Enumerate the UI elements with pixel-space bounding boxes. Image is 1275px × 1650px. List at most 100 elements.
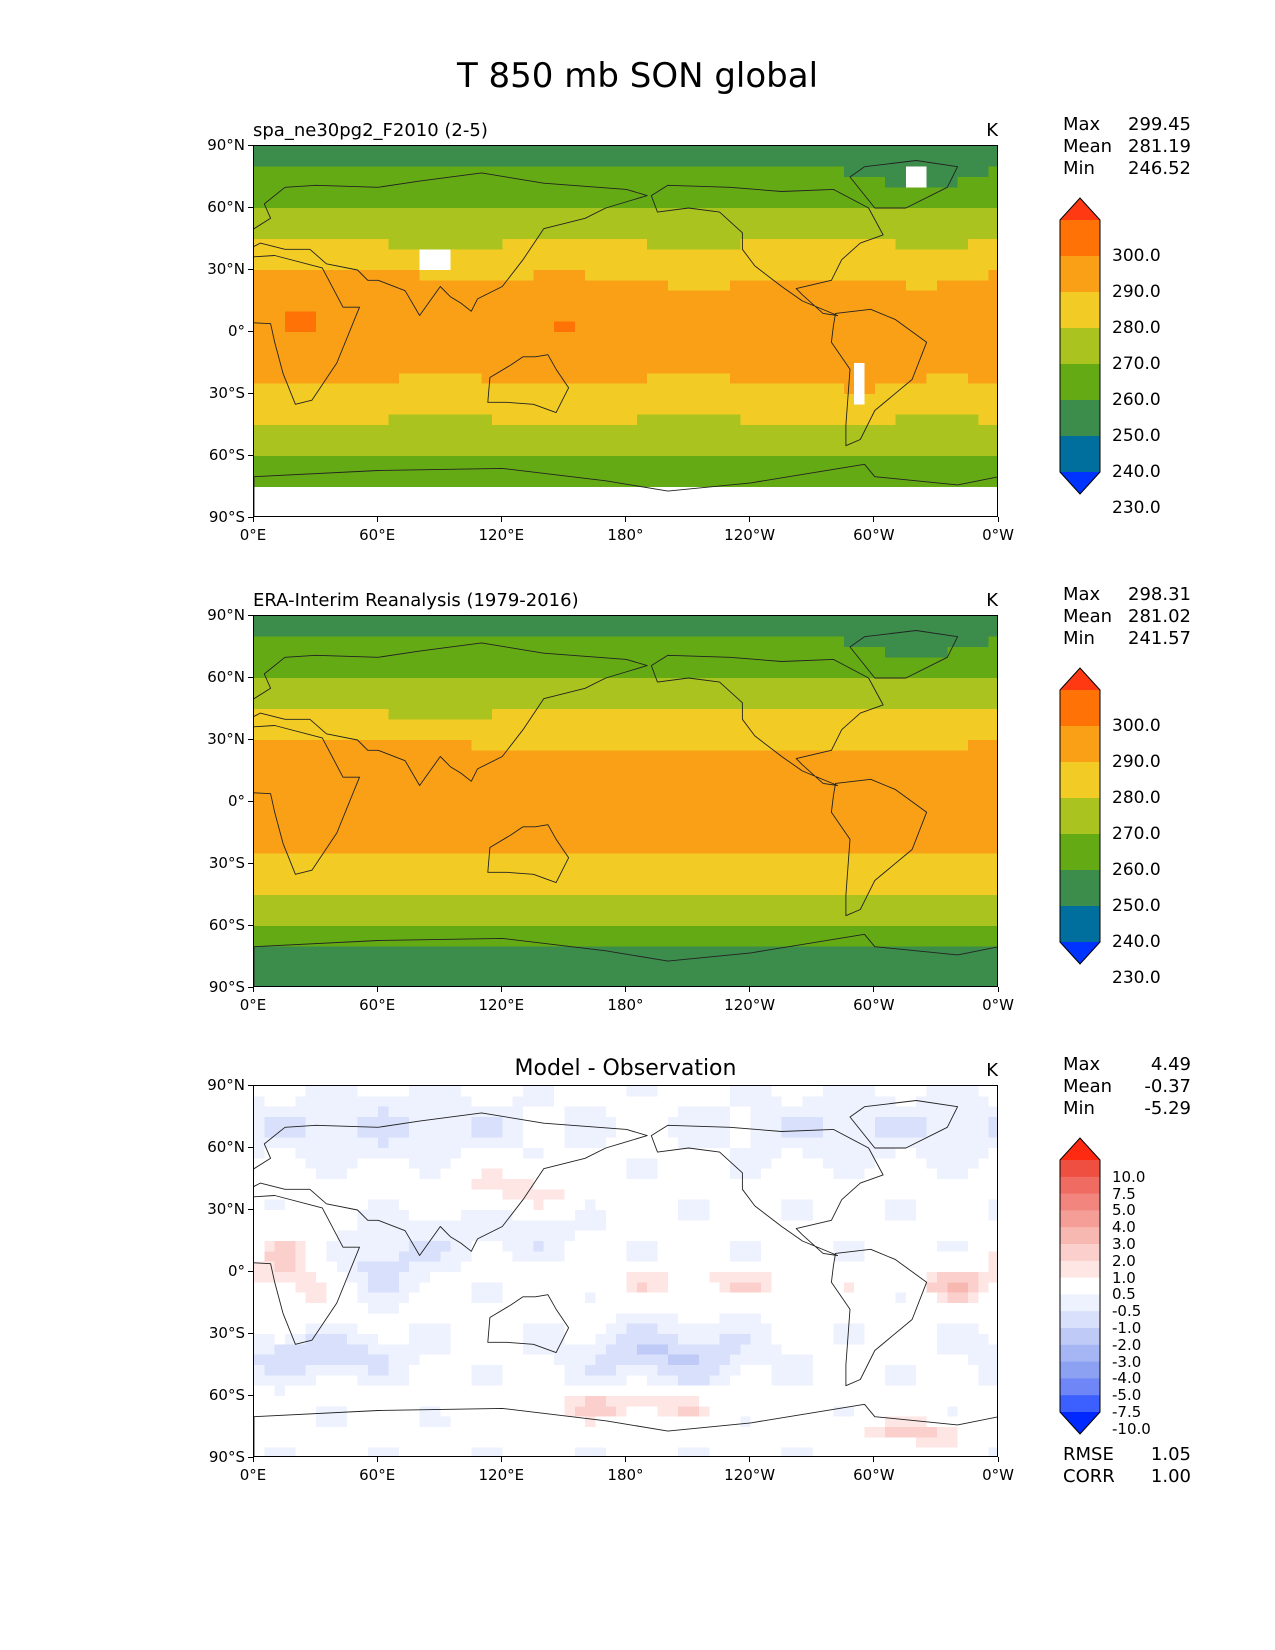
heatmap-cell (450, 915, 462, 927)
heatmap-cell (367, 812, 379, 824)
heatmap-cell (523, 445, 534, 457)
heatmap-cell (491, 791, 503, 803)
heatmap-cell (409, 926, 421, 937)
heatmap-cell (967, 781, 979, 793)
heatmap-cell (916, 208, 928, 219)
heatmap-cell (398, 218, 410, 230)
heatmap-cell (398, 915, 410, 927)
heatmap-cell (719, 497, 731, 509)
lat-tick-mark (248, 454, 253, 456)
heatmap-cell (698, 487, 710, 498)
heatmap-cell (823, 445, 835, 457)
heatmap-cell (512, 802, 524, 813)
heatmap-cell (771, 698, 783, 710)
heatmap-cell (916, 729, 928, 741)
heatmap-cell (409, 383, 421, 395)
heatmap-cell (874, 657, 886, 669)
heatmap-cell (481, 270, 493, 281)
heatmap-cell (481, 688, 493, 700)
heatmap-cell (409, 688, 421, 700)
heatmap-cell (326, 383, 338, 395)
heatmap-cell (419, 166, 431, 178)
heatmap-cell (667, 626, 679, 638)
heatmap-cell (678, 249, 690, 261)
heatmap-cell (667, 616, 679, 627)
heatmap-cell (916, 146, 928, 157)
heatmap-cell (874, 425, 886, 436)
heatmap-cell (792, 259, 804, 271)
heatmap-cell (988, 853, 997, 865)
heatmap-cell (947, 156, 959, 168)
heatmap-cell (388, 208, 400, 219)
heatmap-cell (781, 657, 793, 669)
heatmap-cell (605, 270, 617, 281)
heatmap-cell (285, 926, 296, 937)
heatmap-cell (740, 414, 752, 426)
heatmap-cell (647, 688, 659, 700)
heatmap-cell (409, 740, 421, 751)
heatmap-cell (295, 425, 307, 436)
heatmap-cell (409, 497, 421, 509)
heatmap-cell (647, 729, 659, 741)
heatmap-cell (771, 884, 783, 896)
heatmap-cell (398, 729, 410, 741)
heatmap-cell (740, 802, 752, 813)
heatmap-cell (936, 321, 948, 333)
heatmap-cell (564, 352, 576, 364)
heatmap-cell (564, 166, 576, 178)
heatmap-cell (316, 760, 328, 772)
heatmap-cell (874, 259, 886, 271)
heatmap-cell (316, 771, 328, 782)
heatmap-cell (771, 874, 783, 886)
heatmap-cell (812, 197, 824, 209)
heatmap-cell (947, 487, 959, 498)
heatmap-cell (481, 781, 493, 793)
heatmap-cell (419, 709, 431, 720)
heatmap-cell (864, 394, 876, 405)
heatmap-cell (978, 802, 990, 813)
heatmap-cell (326, 812, 338, 824)
heatmap-cell (792, 394, 804, 405)
heatmap-cell (409, 445, 421, 457)
heatmap-cell (274, 373, 286, 385)
heatmap-cell (585, 414, 597, 426)
heatmap-cell (378, 895, 390, 906)
heatmap-cell (719, 853, 731, 865)
heatmap-cell (802, 404, 814, 416)
heatmap-cell (947, 321, 959, 333)
heatmap-cell (554, 616, 566, 627)
heatmap-cell (398, 445, 410, 457)
heatmap-cell (885, 301, 897, 312)
heatmap-cell (254, 239, 265, 250)
heatmap-cell (254, 218, 265, 230)
heatmap-cell (429, 812, 441, 824)
heatmap-cell (523, 249, 534, 261)
heatmap-cell (833, 822, 845, 834)
heatmap-cell (564, 864, 576, 875)
heatmap-cell (347, 383, 359, 395)
heatmap-cell (409, 812, 421, 824)
heatmap-cell (554, 404, 566, 416)
heatmap-cell (709, 394, 721, 405)
heatmap-cell (605, 884, 617, 896)
heatmap-cell (874, 864, 886, 875)
heatmap-cell (316, 404, 328, 416)
heatmap-cell (988, 905, 997, 917)
heatmap-cell (647, 915, 659, 927)
heatmap-cell (843, 936, 855, 948)
heatmap-cell (761, 456, 772, 467)
heatmap-cell (605, 507, 617, 516)
heatmap-cell (595, 791, 607, 803)
heatmap-cell (367, 771, 379, 782)
heatmap-cell (440, 249, 452, 261)
heatmap-cell (895, 476, 907, 488)
heatmap-cell (781, 729, 793, 741)
heatmap-cell (305, 332, 317, 343)
heatmap-cell (616, 729, 628, 741)
heatmap-cell (905, 208, 917, 219)
heatmap-cell (605, 228, 617, 240)
heatmap-cell (409, 853, 421, 865)
heatmap-cell (533, 218, 545, 230)
heatmap-cell (729, 843, 741, 855)
heatmap-cell (295, 394, 307, 405)
